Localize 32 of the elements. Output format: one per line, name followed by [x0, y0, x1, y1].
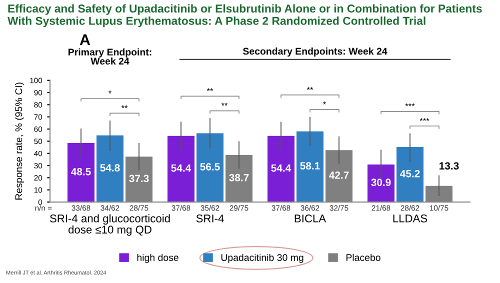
data-label: 13.3: [440, 162, 459, 170]
annotation: *: [108, 90, 112, 94]
data-label: 54.4: [171, 164, 192, 172]
legend-label: high dose: [137, 254, 178, 263]
data-label: 45.2: [400, 170, 420, 178]
data-label: 58.1: [300, 162, 320, 170]
data-label: 30.9: [371, 178, 391, 186]
data-label: 48.5: [71, 168, 91, 176]
annotation: **: [206, 88, 214, 92]
annotation: *: [323, 102, 326, 104]
data-label: 37.3: [129, 174, 149, 182]
text: Primary Endpoint: Week 24: [68, 48, 152, 65]
x-tick-label: SRI-4 and glucocorticoid dose ≤10 mg QD: [50, 214, 170, 236]
data-label: 54.4: [271, 164, 292, 172]
legend-label: Upadacitinib 30 mg: [221, 254, 304, 263]
data-label: 38.7: [229, 174, 249, 182]
text: A: [80, 34, 90, 45]
data-label: 56.5: [200, 163, 220, 170]
chart-title: Efficacy and Safety of Upadacitinib or Elsubrutinib Alone or in Combination for Patients With Systemic Lupus Erythematosus: A Phase 2 Randomized Controlled Trial: [8, 4, 482, 28]
data-label: 54.8: [100, 164, 120, 172]
x-tick-label: LLDAS: [393, 214, 428, 222]
annotation: **: [121, 105, 128, 108]
annotation: **: [306, 86, 314, 90]
text: Secondary Endpoints: Week 24: [242, 48, 388, 57]
x-tick-label: SRI-4: [196, 214, 224, 222]
y-axis-title: Response rate, % (95% CI): [15, 82, 24, 200]
annotation: ***: [420, 118, 430, 121]
annotation: **: [221, 102, 228, 106]
annotation: ***: [405, 103, 415, 106]
legend-label: Placebo: [346, 254, 380, 262]
data-label: 42.7: [329, 172, 349, 179]
x-tick-label: BICLA: [294, 214, 326, 222]
